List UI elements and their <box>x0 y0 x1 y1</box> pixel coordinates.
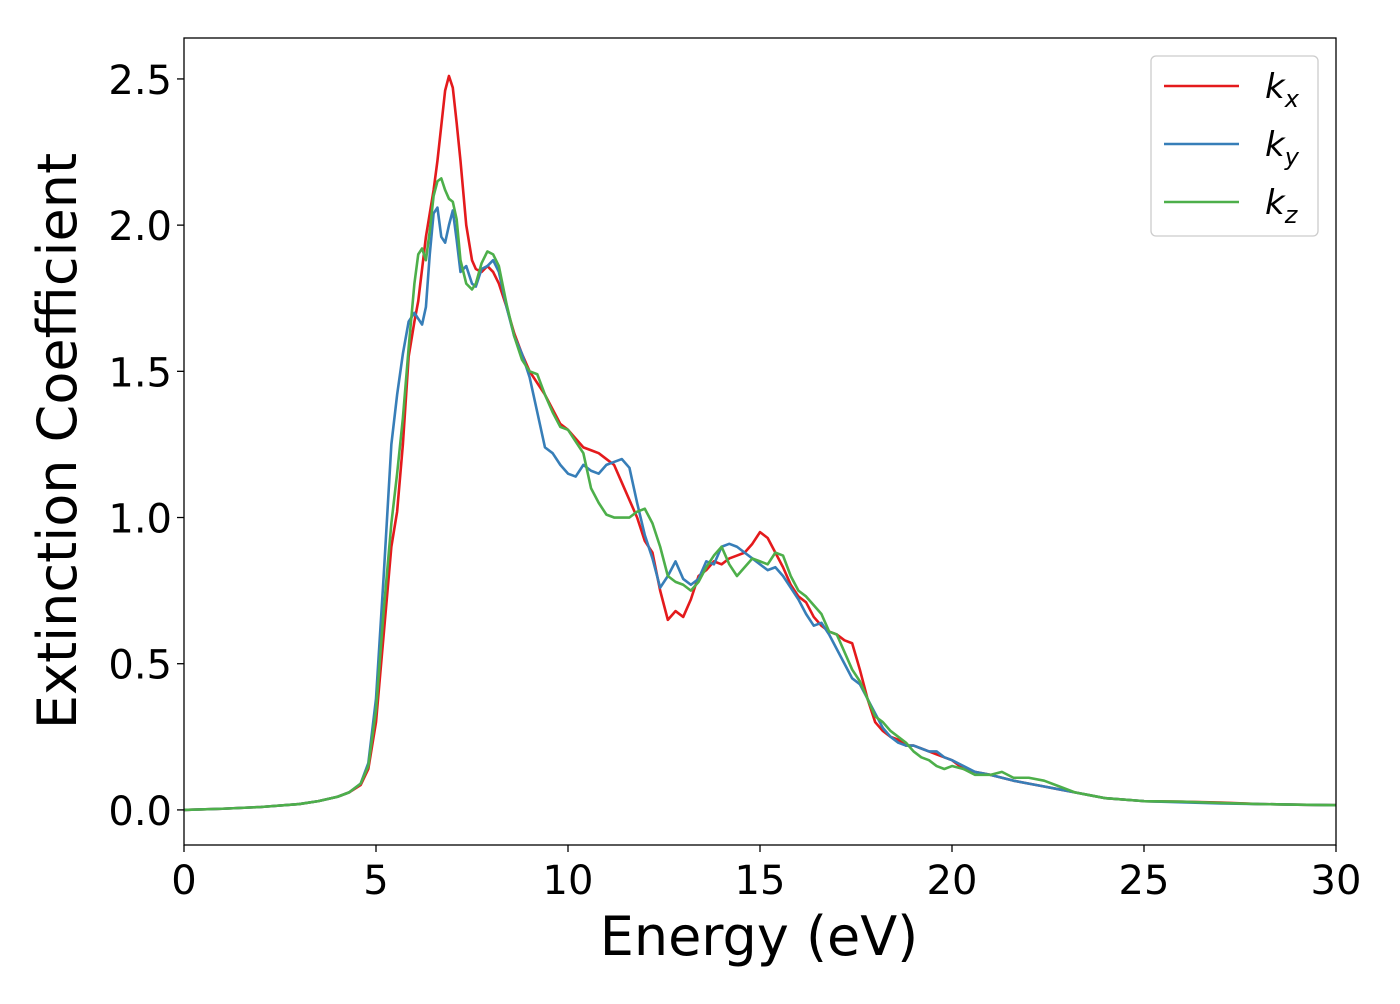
x-tick-label: 20 <box>927 858 978 904</box>
x-tick-label: 0 <box>171 858 196 904</box>
x-tick-label: 5 <box>363 858 388 904</box>
series-line-k-y <box>184 206 1336 812</box>
x-tick-label: 30 <box>1311 858 1362 904</box>
legend-label-k-y: ky <box>1265 125 1300 171</box>
legend: kx ky kz <box>1150 55 1319 237</box>
legend-box <box>1150 55 1319 237</box>
x-tick-label: 15 <box>735 858 786 904</box>
y-tick-label: 1.5 <box>108 350 172 396</box>
x-axis: 0 5 10 15 20 25 30 <box>171 845 1361 904</box>
y-tick-label: 0.0 <box>108 789 172 835</box>
legend-label-k-x: kx <box>1265 67 1300 113</box>
y-tick-label: 1.0 <box>108 497 172 543</box>
legend-label-k-z: kz <box>1265 183 1299 229</box>
x-tick-label: 25 <box>1119 858 1170 904</box>
y-tick-label: 2.5 <box>108 58 172 104</box>
x-axis-title: Energy (eV) <box>600 905 919 968</box>
series-line-k-z <box>184 177 1336 812</box>
y-axis: 0.0 0.5 1.0 1.5 2.0 2.5 <box>108 58 184 835</box>
y-tick-label: 0.5 <box>108 643 172 689</box>
y-axis-title: Extinction Coefficient <box>26 153 89 729</box>
y-tick-label: 2.0 <box>108 204 172 250</box>
x-tick-label: 10 <box>543 858 594 904</box>
